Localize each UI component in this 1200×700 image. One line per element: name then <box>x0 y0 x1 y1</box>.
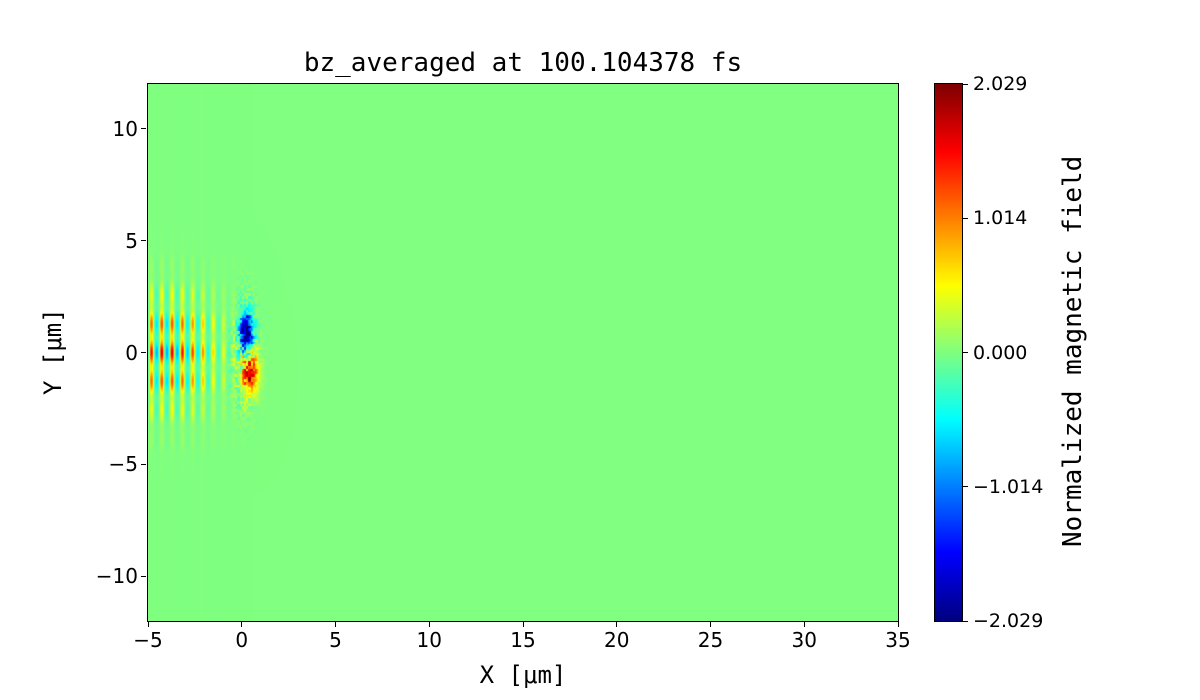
y-tick-label: −5 <box>108 452 138 477</box>
y-tick-mark <box>141 128 146 130</box>
plot-area <box>147 83 899 622</box>
y-tick-mark <box>141 575 146 577</box>
x-tick-label: 25 <box>697 628 724 652</box>
x-tick-label: 35 <box>885 628 911 652</box>
colorbar-tick-mark <box>963 486 968 488</box>
x-tick-label: −5 <box>133 628 163 652</box>
x-tick-mark <box>335 622 336 627</box>
y-tick-label: −10 <box>95 564 138 589</box>
x-tick-label: 5 <box>329 628 342 652</box>
x-tick-mark <box>616 622 618 627</box>
colorbar-tick-label: −1.014 <box>973 475 1044 498</box>
x-tick-mark <box>897 622 899 627</box>
y-tick-label: 0 <box>125 340 138 365</box>
colorbar-label: Normalized magnetic field <box>1058 155 1088 548</box>
x-tick-label: 15 <box>510 628 536 652</box>
colorbar-tick-label: 1.014 <box>973 207 1028 230</box>
colorbar-tick-mark <box>963 352 968 353</box>
colorbar-tick-label: −2.029 <box>973 610 1044 632</box>
colorbar-tick-label: 2.029 <box>973 73 1028 95</box>
y-tick-mark <box>141 240 146 242</box>
x-tick-mark <box>522 622 524 627</box>
colorbar-tick-mark <box>963 83 968 85</box>
x-tick-label: 30 <box>791 628 817 652</box>
x-tick-label: 20 <box>604 628 630 652</box>
colorbar-tick-label: 0.000 <box>973 341 1028 364</box>
y-tick-mark <box>141 463 146 465</box>
x-tick-mark <box>428 622 430 627</box>
x-tick-mark <box>803 622 805 627</box>
colorbar-gradient <box>935 84 962 621</box>
x-tick-mark <box>241 622 243 627</box>
plot-title: bz_averaged at 100.104378 fs <box>303 48 743 78</box>
x-tick-mark <box>147 622 149 627</box>
y-tick-label: 5 <box>125 228 138 253</box>
heatmap-canvas <box>148 84 898 621</box>
y-tick-mark <box>141 352 146 353</box>
colorbar-tick-mark <box>963 217 968 219</box>
y-tick-label: 10 <box>112 116 138 141</box>
x-axis-label: X [μm] <box>479 661 567 689</box>
x-tick-label: 0 <box>235 628 249 652</box>
x-tick-mark <box>710 622 711 627</box>
colorbar <box>934 83 963 622</box>
x-tick-label: 10 <box>416 628 442 652</box>
colorbar-tick-mark <box>963 620 968 622</box>
